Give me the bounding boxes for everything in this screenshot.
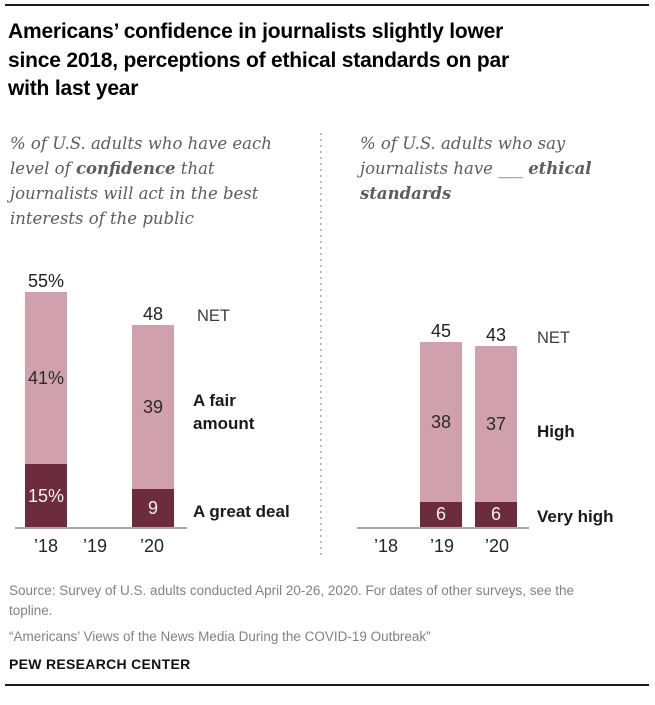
segment-value-label: 38 xyxy=(430,412,452,433)
net-value-label: 43 xyxy=(485,325,507,346)
title-line: Americans’ confidence in journalists sli… xyxy=(8,20,504,43)
segment-value-label: 6 xyxy=(490,504,501,525)
ethics-bar-2020: 43 37 6 xyxy=(475,326,517,527)
ethics-subtitle: % of U.S. adults who say journalists hav… xyxy=(360,131,640,206)
bottom-rule xyxy=(5,684,649,686)
footer: Source: Survey of U.S. adults conducted … xyxy=(9,581,609,672)
title-line: since 2018, perceptions of ethical stand… xyxy=(8,48,509,72)
source-note: Source: Survey of U.S. adults conducted … xyxy=(9,583,575,618)
segment-value-label: 6 xyxy=(435,504,446,525)
tick-2018: ’18 xyxy=(33,536,59,556)
subtitle-text: that xyxy=(175,159,215,178)
segment-value-label: 15% xyxy=(27,485,65,506)
tick-2020: ’20 xyxy=(139,536,165,556)
top-rule xyxy=(5,4,649,6)
tick-2018: ’18 xyxy=(373,536,399,556)
net-series-label: NET xyxy=(197,307,230,325)
x-axis-line xyxy=(357,527,529,529)
net-value-label: 55% xyxy=(27,270,65,291)
subtitle-bold-word: standards xyxy=(360,184,452,203)
page-title: Americans’ confidence in journalists sli… xyxy=(8,18,638,104)
segment-high: 37 xyxy=(475,346,517,502)
segment-value-label: 9 xyxy=(147,498,158,519)
net-value-label: 45 xyxy=(430,321,452,342)
segment-very-high: 6 xyxy=(420,501,462,527)
high-series-label: High xyxy=(537,422,575,441)
tick-2019: ’19 xyxy=(429,536,455,556)
subtitle-text: journalists have ___ xyxy=(360,159,529,178)
net-series-label: NET xyxy=(537,329,570,347)
segment-very-high: 6 xyxy=(475,501,517,527)
tick-2020: ’20 xyxy=(484,536,510,556)
subtitle-text: level of xyxy=(10,159,76,178)
report-title: “Americans’ Views of the News Media Duri… xyxy=(9,629,431,644)
x-axis-line xyxy=(15,527,187,529)
a-fair-amount-series-label: A fair amount xyxy=(193,391,255,433)
subtitle-text: % of U.S. adults who have each xyxy=(10,134,272,153)
subtitle-bold-word: ethical xyxy=(528,159,592,178)
very-high-series-label: Very high xyxy=(537,507,614,526)
confidence-subtitle: % of U.S. adults who have each level of … xyxy=(10,131,310,231)
ethics-chart: 45 38 6 43 37 6 ’18 ’19 ’20 NET High Ver… xyxy=(332,250,655,562)
segment-a-fair-amount: 39 xyxy=(132,325,174,490)
a-great-deal-series-label: A great deal xyxy=(193,502,290,521)
subtitle-text: % of U.S. adults who say xyxy=(360,134,566,153)
segment-a-fair-amount: 41% xyxy=(25,291,67,464)
subtitle-text: journalists will act in the best xyxy=(10,184,259,203)
confidence-chart: 55% 41% 15% 48 39 9 ’18 ’19 ’20 NET A fa… xyxy=(0,250,330,562)
segment-value-label: 41% xyxy=(27,367,65,388)
title-line: with last year xyxy=(8,77,139,100)
confidence-bar-2018: 55% 41% 15% xyxy=(25,272,67,527)
segment-a-great-deal: 9 xyxy=(132,489,174,527)
brand-name: PEW RESEARCH CENTER xyxy=(9,656,191,672)
segment-high: 38 xyxy=(420,342,462,502)
panel-divider-dotted-line xyxy=(320,133,322,559)
segment-value-label: 39 xyxy=(142,397,164,418)
tick-2019: ’19 xyxy=(82,536,108,556)
net-value-label: 48 xyxy=(142,304,164,325)
segment-value-label: 37 xyxy=(485,414,507,435)
ethics-bar-2019: 45 38 6 xyxy=(420,322,462,527)
subtitle-bold-word: confidence xyxy=(75,159,176,178)
confidence-bar-2020: 48 39 9 xyxy=(132,305,174,527)
segment-a-great-deal: 15% xyxy=(25,464,67,527)
subtitle-text: interests of the public xyxy=(10,209,194,228)
